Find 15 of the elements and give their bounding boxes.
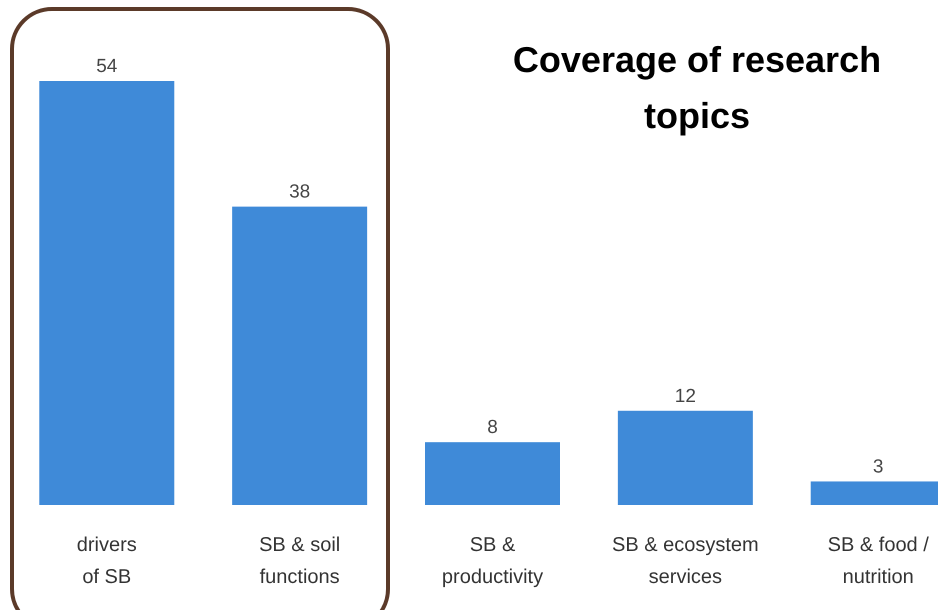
data-label: 3	[872, 456, 884, 478]
x-tick-label: drivers of SB	[76, 534, 137, 588]
bar	[232, 206, 368, 505]
x-tick-label: SB & productivity	[442, 534, 544, 588]
data-label: 12	[674, 386, 696, 407]
bar	[425, 442, 560, 505]
bar	[618, 410, 753, 505]
data-label: 8	[487, 417, 498, 438]
data-label: 54	[96, 56, 118, 77]
x-tick-label: SB & ecosystem services	[612, 534, 759, 588]
bar	[39, 81, 174, 505]
x-tick-label: SB & food / nutrition	[828, 534, 930, 588]
chart-title: Coverage of research topics	[512, 39, 882, 136]
data-label: 38	[289, 182, 310, 203]
x-tick-label: SB & soil functions	[259, 534, 340, 588]
